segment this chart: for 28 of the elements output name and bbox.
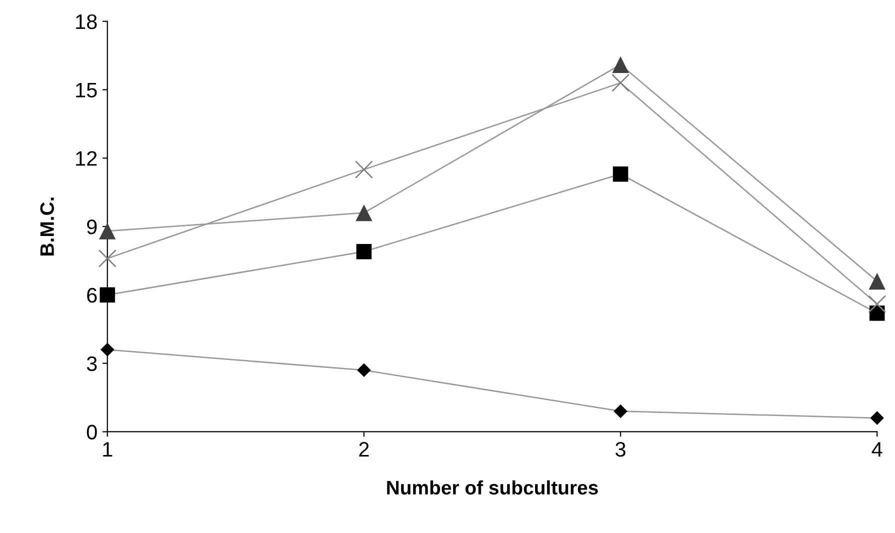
point <box>868 295 886 314</box>
point <box>614 404 628 418</box>
y-axis-title: B.M.C. <box>40 198 54 256</box>
x-tick-label: 3 <box>616 442 626 457</box>
point <box>98 249 116 268</box>
point <box>612 166 628 182</box>
point <box>354 160 373 179</box>
y-tick-label: 18 <box>76 14 97 30</box>
point <box>100 287 116 303</box>
x-tick-label: 1 <box>103 442 112 457</box>
x-tick-label: 4 <box>872 442 882 457</box>
point <box>357 363 371 378</box>
point <box>100 342 114 357</box>
point <box>868 272 886 290</box>
x-tick-label: 2 <box>359 442 369 457</box>
point <box>612 56 629 73</box>
y-tick-label: 0 <box>86 424 97 440</box>
y-tick-label: 3 <box>86 356 97 372</box>
y-tick-label: 12 <box>76 151 97 166</box>
point <box>870 411 884 425</box>
point <box>612 74 630 92</box>
x-axis-title: Number of subcultures <box>387 480 598 495</box>
point <box>99 222 116 240</box>
point <box>356 244 372 260</box>
point <box>356 204 372 222</box>
y-tick-label: 15 <box>76 82 97 98</box>
y-tick-label: 6 <box>87 288 97 303</box>
y-tick-label: 9 <box>87 220 97 234</box>
